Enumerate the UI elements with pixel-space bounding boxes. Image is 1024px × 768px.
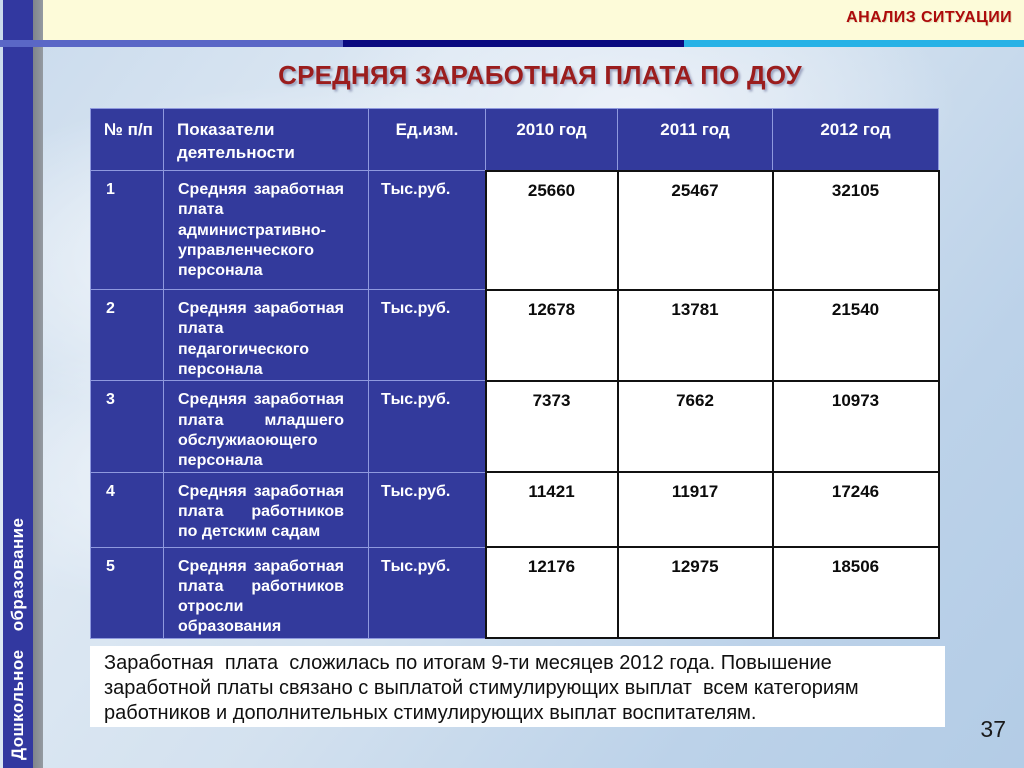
row-indicator: Средняя заработная плата педагогического… — [163, 288, 369, 382]
row-unit: Тыс.руб. — [368, 546, 486, 639]
row-unit: Тыс.руб. — [368, 170, 486, 290]
row-indicator: Средняя заработная плата работников отро… — [163, 546, 369, 639]
salary-table: № п/п Показатели деятельности Ед.изм. 20… — [90, 108, 940, 640]
value-2010: 12176 — [484, 545, 619, 640]
row-num: 5 — [90, 546, 164, 639]
row-unit: Тыс.руб. — [368, 380, 486, 473]
table-row: 5 Средняя заработная плата работников от… — [90, 545, 940, 640]
table-row: 3 Средняя заработная плата младшего обсл… — [90, 379, 940, 474]
sidebar-gray-strip — [33, 0, 43, 768]
page-number: 37 — [980, 716, 1006, 742]
value-2010: 11421 — [484, 471, 619, 548]
col-header-2010: 2010 год — [485, 108, 618, 171]
row-indicator: Средняя заработная плата работников по д… — [163, 471, 369, 548]
top-band: АНАЛИЗ СИТУАЦИИ — [43, 0, 1024, 40]
col-header-unit: Ед.изм. — [368, 108, 486, 171]
col-header-indicator: Показатели деятельности — [163, 108, 369, 171]
row-indicator: Средняя заработная плата младшего обслуж… — [163, 380, 369, 473]
value-2010: 25660 — [484, 169, 619, 291]
row-unit: Тыс.руб. — [368, 471, 486, 548]
value-2012: 21540 — [771, 288, 940, 382]
accent-line-cyan — [684, 40, 1024, 47]
table-row: 4 Средняя заработная плата работников по… — [90, 471, 940, 548]
row-indicator: Средняя заработная плата административно… — [163, 170, 369, 290]
row-num: 2 — [90, 288, 164, 382]
value-2011: 7662 — [616, 379, 774, 474]
value-2011: 12975 — [616, 545, 774, 640]
row-num: 4 — [90, 471, 164, 548]
sidebar-bar — [3, 0, 33, 768]
col-header-num: № п/п — [90, 108, 164, 171]
page-title: СРЕДНЯЯ ЗАРАБОТНАЯ ПЛАТА ПО ДОУ — [278, 60, 802, 90]
footer-note: Заработная плата сложилась по итогам 9-т… — [90, 646, 945, 727]
row-num: 1 — [90, 170, 164, 290]
table-header-row: № п/п Показатели деятельности Ед.изм. 20… — [90, 108, 939, 171]
value-2012: 10973 — [771, 379, 940, 474]
footer-note-text: Заработная плата сложилась по итогам 9-т… — [104, 652, 865, 724]
table-row: 2 Средняя заработная плата педагогическо… — [90, 288, 940, 382]
value-2011: 13781 — [616, 288, 774, 382]
value-2011: 25467 — [616, 169, 774, 291]
value-2010: 7373 — [484, 379, 619, 474]
value-2010: 12678 — [484, 288, 619, 382]
value-2012: 32105 — [771, 169, 940, 291]
table-row: 1 Средняя заработная плата административ… — [90, 169, 940, 291]
value-2012: 17246 — [771, 471, 940, 548]
value-2011: 11917 — [616, 471, 774, 548]
col-header-2011: 2011 год — [617, 108, 773, 171]
row-num: 3 — [90, 380, 164, 473]
sidebar-label: Дошкольное образование — [8, 517, 27, 760]
row-unit: Тыс.руб. — [368, 288, 486, 382]
value-2012: 18506 — [771, 545, 940, 640]
accent-line-navy — [343, 40, 684, 47]
col-header-2012: 2012 год — [772, 108, 939, 171]
accent-line-blue — [0, 40, 343, 47]
section-label: АНАЛИЗ СИТУАЦИИ — [846, 9, 1012, 26]
